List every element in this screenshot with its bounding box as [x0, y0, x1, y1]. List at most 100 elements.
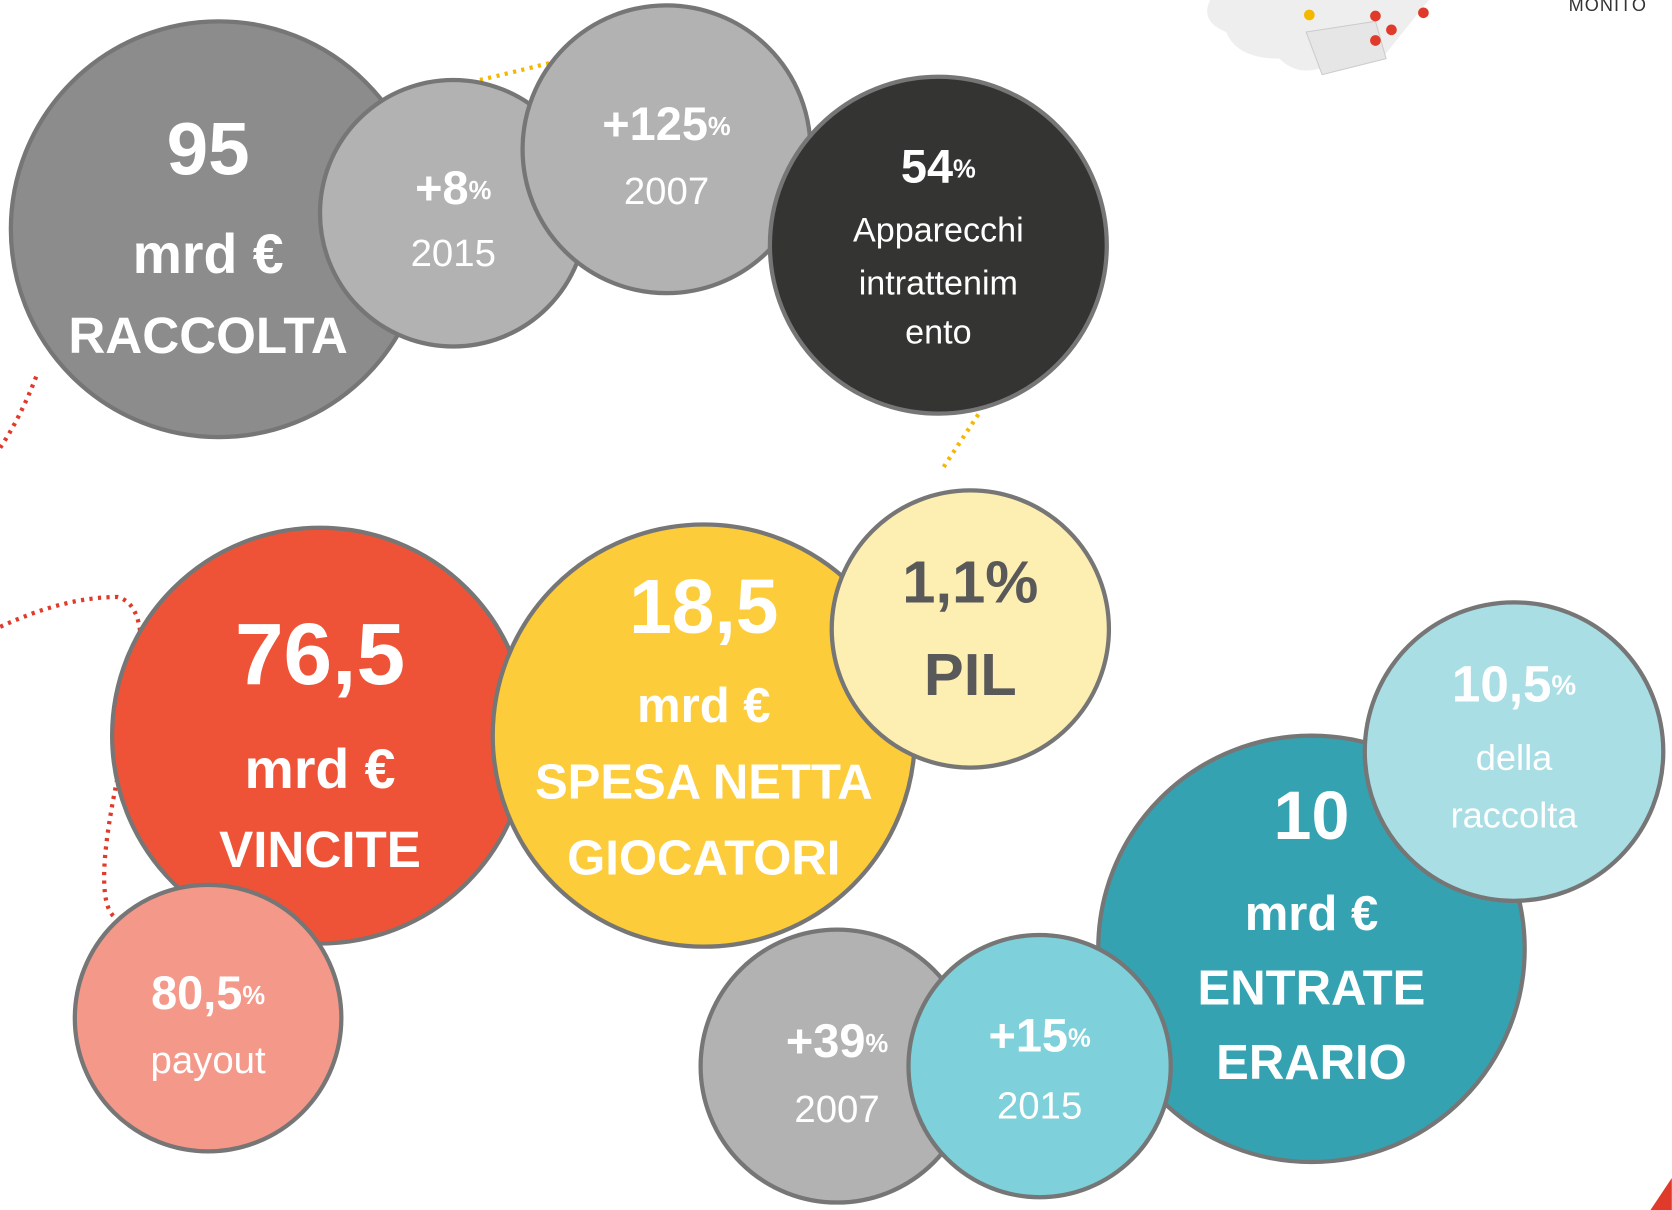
bubble-text: PIL: [924, 641, 1017, 708]
bubble-text-main: +15: [988, 1010, 1068, 1062]
bubble-text: 80,5%: [151, 967, 265, 1019]
bubble-circle: [829, 488, 1112, 770]
logo-dot: [1386, 24, 1397, 36]
bubble-text-main: 10: [1274, 778, 1350, 854]
bubble-text: mrd €: [637, 679, 770, 733]
bubble-text: 76,5: [235, 605, 405, 703]
bubble-text: VINCITE: [219, 820, 421, 877]
logo-text: MONITO: [1569, 0, 1648, 15]
bubble-text-main: mrd €: [133, 223, 284, 285]
bubble-text: Apparecchi: [853, 211, 1024, 249]
bubble-text-main: +8: [415, 162, 468, 214]
bubble-text-suffix: %: [708, 113, 731, 141]
bubble-text-suffix: %: [953, 155, 976, 183]
bubble: 80,5% payout: [72, 882, 344, 1154]
bubble-text-main: mrd €: [637, 679, 770, 733]
bubble-text-main: 2007: [794, 1088, 879, 1131]
logo-dot: [1370, 35, 1381, 46]
bubble: 76,5 mrd € VINCITE: [109, 525, 531, 946]
bubble-text: +125%: [602, 98, 731, 150]
bubble-text: mrd €: [133, 223, 284, 285]
bubble: 18,5 mrd € SPESA NETTA GIOCATORI: [490, 522, 918, 949]
dotted-line: [0, 372, 40, 449]
bubble-text-main: 80,5: [151, 967, 242, 1019]
bubble-text-suffix: %: [242, 982, 265, 1010]
bubble-text: 95: [167, 106, 250, 190]
dotted-line: [0, 594, 144, 921]
bubble-text-main: ento: [905, 314, 971, 352]
logo-dot: [1304, 9, 1315, 21]
bubble-text: RACCOLTA: [68, 307, 347, 364]
bubble-text-main: ENTRATE: [1198, 961, 1426, 1015]
bubble-text-suffix: %: [469, 177, 492, 205]
bubble-text-main: 2007: [624, 170, 709, 213]
bubble-text-main: raccolta: [1451, 794, 1579, 835]
bubble-text-main: 76,5: [235, 605, 405, 703]
bubble: 95 mrd € RACCOLTA: [8, 19, 429, 440]
bubble-text-main: 1,1%: [902, 548, 1038, 615]
logo-dot: [1418, 7, 1429, 19]
bubble-text-main: 54: [901, 141, 953, 193]
bubble-text: 18,5: [629, 565, 778, 650]
dotted-line: [941, 412, 981, 469]
bubble-text: della: [1476, 737, 1553, 778]
bubble-text: 2007: [794, 1088, 879, 1131]
bubble: +125% 2007: [520, 3, 813, 296]
bubble: 1,1% PIL: [829, 488, 1112, 770]
bubble-circle: [72, 882, 344, 1154]
bubble-text-main: ERARIO: [1216, 1036, 1407, 1090]
bubble-text: raccolta: [1451, 794, 1579, 835]
bubble-text-main: Apparecchi: [853, 211, 1024, 249]
bubble-text: payout: [150, 1039, 266, 1082]
bubble-text-main: 95: [167, 106, 250, 190]
bubble-text-suffix: %: [1551, 670, 1576, 701]
bubble-text-main: intrattenim: [859, 265, 1018, 303]
bubble-text-main: mrd €: [245, 738, 396, 800]
bubble-text: +39%: [786, 1015, 889, 1067]
bubble-text: mrd €: [1245, 887, 1378, 941]
corner-mark: [1650, 1178, 1672, 1210]
bubble-text: ERARIO: [1216, 1036, 1407, 1090]
bubble-circle: [906, 932, 1173, 1200]
bubble: 10,5% della raccolta: [1362, 600, 1666, 903]
bubble: +8% 2015: [317, 77, 589, 349]
bubble-text: ento: [905, 314, 971, 352]
bubble: +15% 2015: [906, 932, 1173, 1200]
bubble-text-main: SPESA NETTA: [535, 756, 873, 810]
bubble-text: intrattenim: [859, 265, 1018, 303]
bubble-text: 10: [1274, 778, 1350, 854]
bubble-text: 2015: [411, 232, 496, 275]
bubble: 54% Apparecchi intrattenim ento: [767, 74, 1109, 416]
bubble-text: ENTRATE: [1198, 961, 1426, 1015]
bubble-text-main: 2015: [997, 1085, 1082, 1128]
bubble-text-main: GIOCATORI: [567, 831, 840, 885]
bubble-text-main: VINCITE: [219, 820, 421, 877]
bubble-text-suffix: %: [1068, 1024, 1091, 1052]
bubble-circle: [109, 525, 531, 946]
bubble-text-suffix: %: [865, 1030, 888, 1058]
bubble-text-main: payout: [150, 1039, 266, 1082]
bubble-text: 1,1%: [902, 548, 1038, 615]
bubble-text: +15%: [988, 1010, 1091, 1062]
bubble-text: GIOCATORI: [567, 831, 840, 885]
bubble-text-main: +39: [786, 1015, 866, 1067]
bubble-text: 10,5%: [1452, 655, 1576, 712]
bubble-text-main: +125: [602, 98, 708, 150]
bubble-text-main: RACCOLTA: [68, 307, 347, 364]
dotted-line: [479, 59, 556, 83]
bubble-text-main: 10,5: [1452, 655, 1552, 712]
bubble-text-main: 2015: [411, 232, 496, 275]
bubble-text: 2015: [997, 1085, 1082, 1128]
bubble-circle: [1362, 600, 1666, 903]
bubble-text: +8%: [415, 162, 491, 214]
bubble-text-main: mrd €: [1245, 887, 1378, 941]
bubble-text-main: 18,5: [629, 565, 778, 650]
logo-die: [1305, 20, 1387, 76]
bubble-text-main: PIL: [924, 641, 1017, 708]
logo-dot: [1370, 10, 1381, 22]
bubble-circle: [767, 74, 1109, 416]
bubble-text: 54%: [901, 141, 976, 193]
bubble-text-main: della: [1476, 737, 1553, 778]
